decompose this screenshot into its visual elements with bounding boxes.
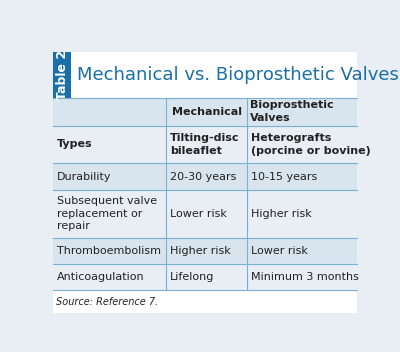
Text: Higher risk: Higher risk [170, 246, 231, 256]
FancyBboxPatch shape [53, 190, 357, 238]
Text: Table 2: Table 2 [56, 50, 68, 100]
FancyBboxPatch shape [53, 290, 357, 313]
FancyBboxPatch shape [53, 52, 71, 98]
Text: Bioprosthetic
Valves: Bioprosthetic Valves [250, 100, 334, 123]
Text: Higher risk: Higher risk [250, 209, 311, 219]
Text: Thromboembolism: Thromboembolism [57, 246, 161, 256]
Text: Lifelong: Lifelong [170, 272, 214, 282]
Text: Heterografts
(porcine or bovine): Heterografts (porcine or bovine) [250, 133, 370, 156]
Text: Subsequent valve
replacement or
repair: Subsequent valve replacement or repair [57, 196, 157, 231]
Text: Types: Types [57, 139, 92, 150]
FancyBboxPatch shape [53, 98, 357, 126]
FancyBboxPatch shape [53, 238, 357, 264]
FancyBboxPatch shape [53, 264, 357, 290]
Text: Lower risk: Lower risk [170, 209, 227, 219]
FancyBboxPatch shape [53, 126, 357, 163]
Text: 10-15 years: 10-15 years [250, 171, 317, 182]
Text: Minimum 3 months: Minimum 3 months [250, 272, 358, 282]
Text: Durability: Durability [57, 171, 111, 182]
Text: Tilting-disc
bileaflet: Tilting-disc bileaflet [170, 133, 240, 156]
Text: Anticoagulation: Anticoagulation [57, 272, 144, 282]
Text: Mechanical: Mechanical [172, 107, 242, 117]
Text: Mechanical vs. Bioprosthetic Valves: Mechanical vs. Bioprosthetic Valves [77, 66, 398, 84]
Text: Source: Reference 7.: Source: Reference 7. [56, 297, 158, 307]
FancyBboxPatch shape [53, 163, 357, 190]
FancyBboxPatch shape [53, 52, 357, 98]
Text: Lower risk: Lower risk [250, 246, 308, 256]
Text: 20-30 years: 20-30 years [170, 171, 236, 182]
